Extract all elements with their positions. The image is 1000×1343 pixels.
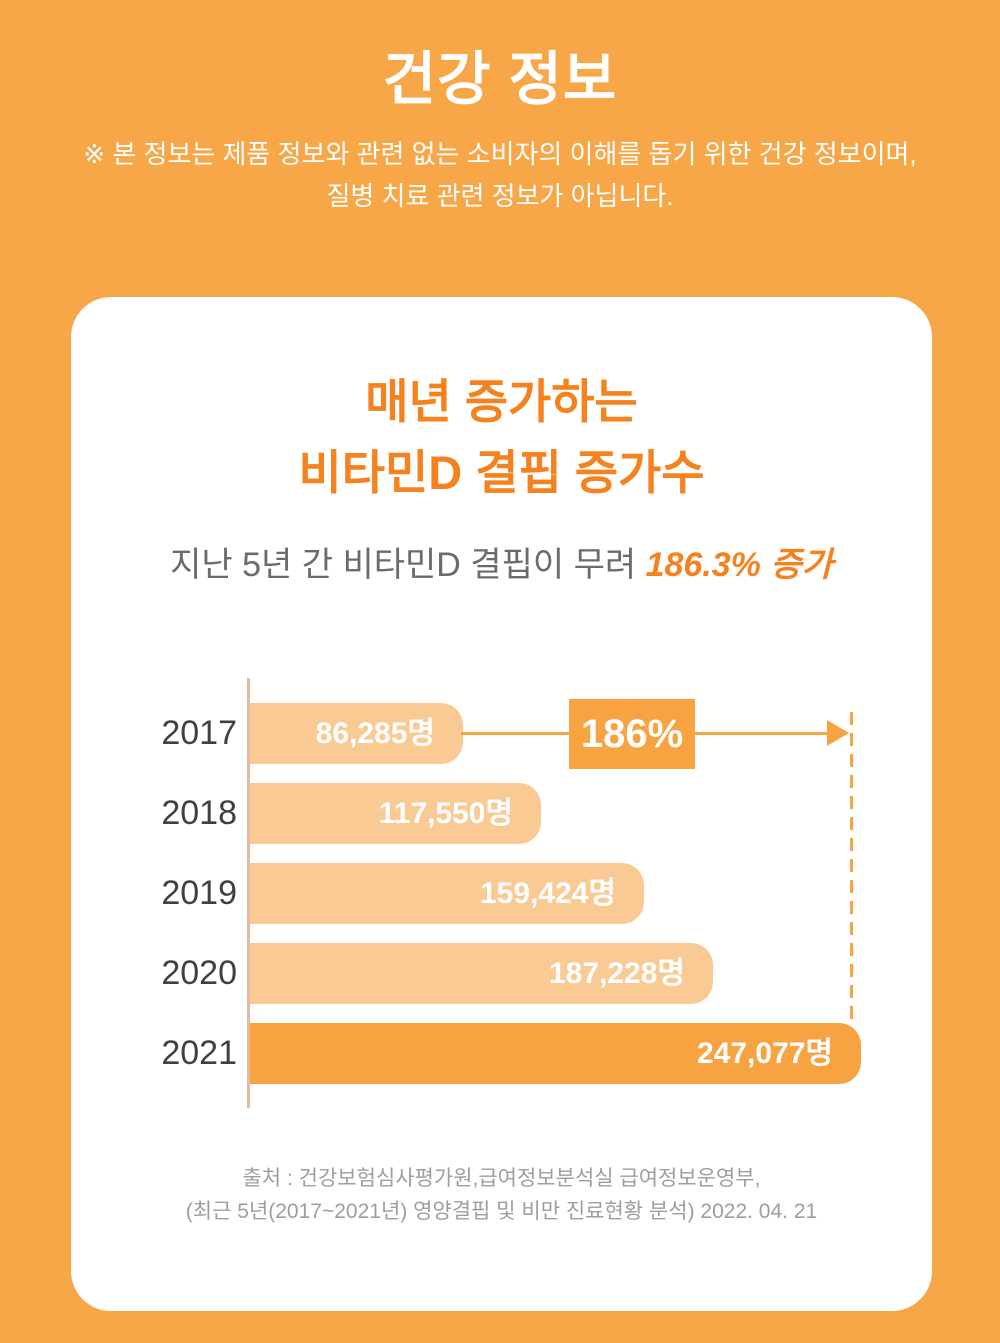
bar-2020: 187,228명: [250, 943, 713, 1004]
chart-row: 2017 86,285명: [71, 703, 932, 764]
source-line-1: 출처 : 건강보험심사평가원,급여정보분석실 급여정보운영부,: [242, 1167, 761, 1190]
bar-chart: 2017 86,285명 2018 117,550명 2019 159,424명…: [71, 678, 932, 1108]
increase-badge: 186%: [569, 699, 695, 769]
year-label: 2021: [161, 1034, 237, 1072]
chart-title-line-2: 비타민D 결핍 증가수: [298, 445, 705, 499]
chart-title-line-1: 매년 증가하는: [365, 375, 638, 428]
chart-title: 매년 증가하는 비타민D 결핍 증가수: [71, 367, 932, 508]
increase-badge-label: 186%: [580, 712, 684, 756]
disclaimer-line-2: 질병 치료 관련 정보가 아닙니다.: [326, 181, 674, 212]
chart-row: 2018 117,550명: [71, 783, 932, 844]
bar-value-label: 159,424명: [479, 877, 616, 910]
source-line-2: (최근 5년(2017~2021년) 영양결핍 및 비만 진료현황 분석) 20…: [185, 1199, 818, 1223]
bar-value-label: 187,228명: [548, 957, 685, 990]
subtitle-highlight: 186.3% 증가: [645, 546, 833, 584]
bar-2018: 117,550명: [250, 783, 541, 844]
year-label: 2018: [161, 794, 237, 832]
bar-value-label: 117,550명: [378, 797, 513, 830]
chart-subtitle: 지난 5년 간 비타민D 결핍이 무려 186.3% 증가: [71, 537, 932, 586]
bar-value-label: 247,077명: [696, 1037, 833, 1070]
bar-2021: 247,077명: [250, 1023, 861, 1084]
disclaimer-text: ※ 본 정보는 제품 정보와 관련 없는 소비자의 이해를 돕기 위한 건강 정…: [0, 133, 1000, 217]
increase-arrow-head-icon: [827, 720, 849, 746]
page-title: 건강 정보: [382, 47, 618, 112]
info-card: 매년 증가하는 비타민D 결핍 증가수 지난 5년 간 비타민D 결핍이 무려 …: [71, 297, 932, 1311]
chart-row: 2019 159,424명: [71, 863, 932, 924]
chart-subtitle-text: 지난 5년 간 비타민D 결핍이 무려: [170, 546, 646, 584]
year-label: 2019: [161, 874, 237, 912]
bar-2019: 159,424명: [250, 863, 644, 924]
source-citation: 출처 : 건강보험심사평가원,급여정보분석실 급여정보운영부, (최근 5년(2…: [71, 1163, 932, 1228]
chart-row: 2021 247,077명: [71, 1023, 932, 1084]
year-label: 2017: [161, 714, 237, 752]
chart-row: 2020 187,228명: [71, 943, 932, 1004]
bar-value-label: 86,285명: [315, 717, 435, 750]
dashed-target-line: [850, 712, 853, 1024]
disclaimer-line-1: ※ 본 정보는 제품 정보와 관련 없는 소비자의 이해를 돕기 위한 건강 정…: [83, 139, 917, 169]
y-axis-line: [247, 678, 250, 1108]
bar-2017: 86,285명: [250, 703, 463, 764]
year-label: 2020: [161, 954, 237, 992]
